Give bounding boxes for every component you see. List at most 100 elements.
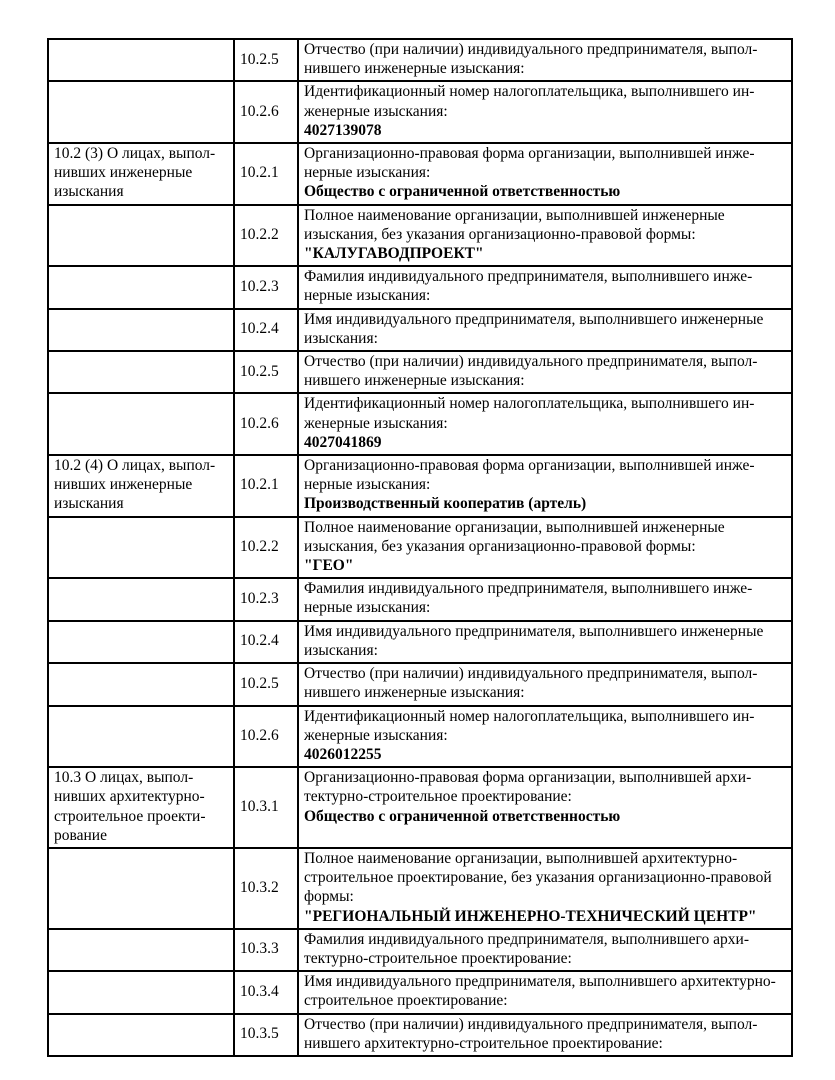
content-cell: Имя индивидуального предпринимателя, вып… [297, 970, 793, 1015]
field-label: Организационно-правовая форма организаци… [304, 769, 752, 806]
table-row: 10.3.3 Фамилия индивидуального предприни… [47, 927, 793, 973]
item-number-cell: 10.3.3 [233, 927, 299, 973]
item-number-cell: 10.2.6 [233, 392, 299, 457]
item-number-cell: 10.2.1 [233, 142, 299, 206]
content-cell: Организационно-правовая форма организаци… [297, 454, 793, 518]
field-label: Полное наименование организации, выполни… [304, 518, 725, 555]
field-label: Отчество (при наличии) индивидуального п… [304, 41, 758, 78]
field-label: Идентификационный номер налогоплательщик… [304, 395, 755, 432]
field-label: Имя индивидуального предпринимателя, вып… [304, 622, 764, 659]
table-row: 10.2.6 Идентификационный номер налогопла… [47, 392, 793, 457]
table-row: 10.2.3 Фамилия индивидуального предприни… [47, 577, 793, 622]
section-cell [47, 704, 235, 769]
content-cell: Полное наименование организации, выполни… [297, 203, 793, 268]
field-label: Организационно-правовая форма организаци… [304, 145, 755, 182]
field-value: 4027139078 [304, 121, 382, 139]
field-label: Фамилия индивидуального предпринимателя,… [304, 580, 753, 617]
item-number-cell: 10.2.5 [233, 662, 299, 707]
content-cell: Отчество (при наличии) индивидуального п… [297, 1012, 793, 1057]
table-row: 10.2.6 Идентификационный номер налогопла… [47, 704, 793, 769]
item-number-cell: 10.3.4 [233, 970, 299, 1015]
section-cell [47, 662, 235, 707]
section-cell [47, 307, 235, 353]
field-label: Отчество (при наличии) индивидуального п… [304, 353, 758, 390]
table-row: 10.2.4 Имя индивидуального предпринимате… [47, 307, 793, 353]
table-row: 10.2.6 Идентификационный номер налогопла… [47, 80, 793, 145]
field-value: 4026012255 [304, 745, 382, 763]
table-row: 10.3.4 Имя индивидуального предпринимате… [47, 970, 793, 1015]
field-value: Общество с ограниченной ответственностью [304, 183, 621, 201]
content-cell: Идентификационный номер налогоплательщик… [297, 80, 793, 145]
item-number-cell: 10.2.1 [233, 454, 299, 518]
section-cell [47, 846, 235, 930]
field-value: Общество с ограниченной ответственностью [304, 807, 621, 825]
field-value: Производственный кооператив (артель) [304, 495, 587, 513]
item-number-cell: 10.2.3 [233, 577, 299, 622]
section-cell [47, 80, 235, 145]
section-cell [47, 927, 235, 973]
field-label: Идентификационный номер налогоплательщик… [304, 83, 755, 120]
section-cell [47, 1012, 235, 1057]
content-cell: Отчество (при наличии) индивидуального п… [297, 37, 793, 83]
field-value: "ГЕО" [304, 557, 354, 575]
field-label: Полное наименование организации, выполни… [304, 849, 772, 906]
table-row: 10.2.2 Полное наименование организации, … [47, 203, 793, 268]
item-number-cell: 10.2.6 [233, 80, 299, 145]
item-number-cell: 10.2.2 [233, 515, 299, 580]
content-cell: Полное наименование организации, выполни… [297, 515, 793, 580]
table-body: 10.2.5 Отчество (при наличии) индивидуал… [47, 37, 793, 1057]
item-number-cell: 10.2.5 [233, 350, 299, 395]
table-row: 10.2.4 Имя индивидуального предпринимате… [47, 619, 793, 665]
item-number-cell: 10.3.5 [233, 1012, 299, 1057]
table-row: 10.2 (3) О лицах, выпол­нивших инженерны… [47, 142, 793, 206]
field-label: Полное наименование организации, выполни… [304, 206, 725, 243]
table-row: 10.3.5 Отчество (при наличии) индивидуал… [47, 1012, 793, 1057]
item-number-cell: 10.2.5 [233, 37, 299, 83]
field-label: Отчество (при наличии) индивидуального п… [304, 665, 758, 702]
field-label: Фамилия индивидуального предпринимателя,… [304, 268, 753, 305]
item-number-cell: 10.2.3 [233, 265, 299, 310]
table-row: 10.2 (4) О лицах, выпол­нивших инженерны… [47, 454, 793, 518]
section-cell [47, 37, 235, 83]
declaration-table: 10.2.5 Отчество (при наличии) индивидуал… [47, 37, 793, 1057]
content-cell: Отчество (при наличии) индивидуального п… [297, 350, 793, 395]
field-value: "КАЛУГАВОДПРОЕКТ" [304, 245, 484, 263]
content-cell: Фамилия индивидуального предпринимателя,… [297, 265, 793, 310]
field-label: Имя индивидуального предпринимателя, вып… [304, 973, 776, 1010]
section-cell [47, 392, 235, 457]
content-cell: Организационно-правовая форма организаци… [297, 766, 793, 849]
section-cell: 10.3 О лицах, выпол­нивших архитектурно-… [47, 766, 235, 849]
field-label: Организационно-правовая форма организаци… [304, 457, 755, 494]
content-cell: Полное наименование организации, выполни… [297, 846, 793, 930]
content-cell: Фамилия индивидуального предпринимателя,… [297, 927, 793, 973]
content-cell: Фамилия индивидуального предпринимателя,… [297, 577, 793, 622]
content-cell: Имя индивидуального предпринимателя, вып… [297, 307, 793, 353]
field-label: Идентификационный номер налогоплательщик… [304, 707, 755, 744]
item-number-cell: 10.2.2 [233, 203, 299, 268]
item-number-cell: 10.2.6 [233, 704, 299, 769]
table-row: 10.3.2 Полное наименование организации, … [47, 846, 793, 930]
section-cell [47, 970, 235, 1015]
section-cell: 10.2 (4) О лицах, выпол­нивших инженерны… [47, 454, 235, 518]
field-label: Отчество (при наличии) индивидуального п… [304, 1015, 758, 1052]
item-number-cell: 10.3.2 [233, 846, 299, 930]
field-value: "РЕГИОНАЛЬНЫЙ ИНЖЕНЕРНО-ТЕХНИЧЕСКИЙ ЦЕНТ… [304, 907, 757, 925]
table-row: 10.2.5 Отчество (при наличии) индивидуал… [47, 37, 793, 83]
table-row: 10.3 О лицах, выпол­нивших архитектурно-… [47, 766, 793, 849]
section-cell: 10.2 (3) О лицах, выпол­нивших инженерны… [47, 142, 235, 206]
section-cell [47, 515, 235, 580]
field-value: 4027041869 [304, 433, 382, 451]
content-cell: Организационно-правовая форма организаци… [297, 142, 793, 206]
section-cell [47, 203, 235, 268]
table-row: 10.2.5 Отчество (при наличии) индивидуал… [47, 350, 793, 395]
item-number-cell: 10.2.4 [233, 307, 299, 353]
item-number-cell: 10.2.4 [233, 619, 299, 665]
field-label: Имя индивидуального предпринимателя, вып… [304, 310, 764, 347]
section-cell [47, 577, 235, 622]
content-cell: Отчество (при наличии) индивидуального п… [297, 662, 793, 707]
section-cell [47, 350, 235, 395]
section-cell [47, 265, 235, 310]
table-row: 10.2.3 Фамилия индивидуального предприни… [47, 265, 793, 310]
table-row: 10.2.5 Отчество (при наличии) индивидуал… [47, 662, 793, 707]
content-cell: Имя индивидуального предпринимателя, вып… [297, 619, 793, 665]
